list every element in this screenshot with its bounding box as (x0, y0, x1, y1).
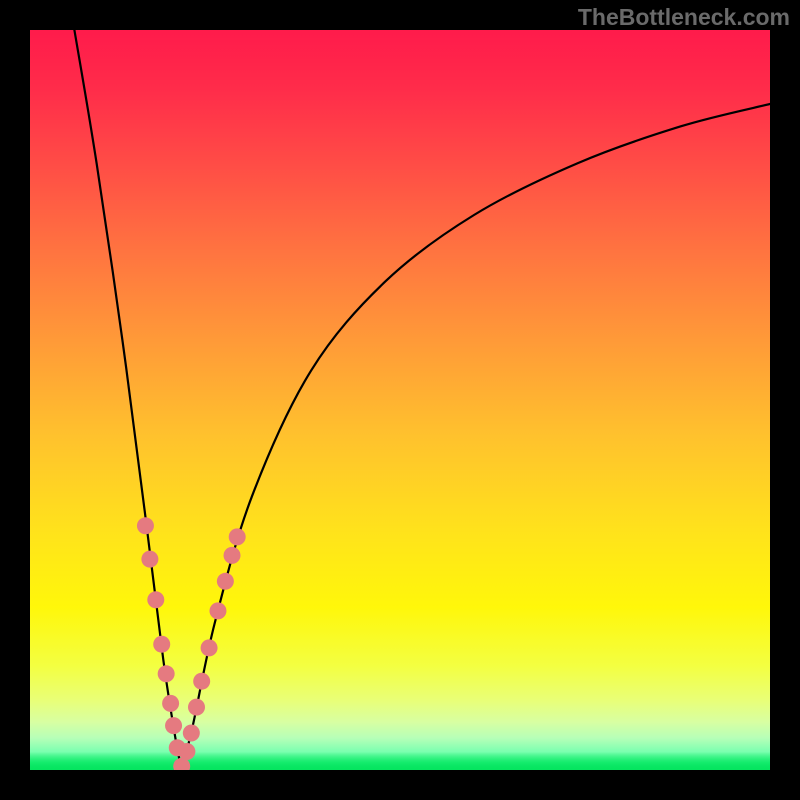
marker-point (165, 717, 182, 734)
marker-point (183, 725, 200, 742)
frame-left (0, 0, 30, 800)
plot-area (30, 30, 770, 770)
frame-bottom (0, 770, 800, 800)
marker-point (193, 673, 210, 690)
curve-right-branch (182, 104, 770, 770)
marker-point (141, 551, 158, 568)
chart-svg (30, 30, 770, 770)
marker-point (178, 743, 195, 760)
marker-point (158, 665, 175, 682)
curve-left-branch (74, 30, 181, 770)
marker-point (224, 547, 241, 564)
marker-point (153, 636, 170, 653)
marker-point (209, 602, 226, 619)
marker-point (201, 639, 218, 656)
marker-point (217, 573, 234, 590)
marker-point (229, 528, 246, 545)
marker-point (162, 695, 179, 712)
frame-right (770, 0, 800, 800)
marker-point (137, 517, 154, 534)
canvas: TheBottleneck.com (0, 0, 800, 800)
marker-point (188, 699, 205, 716)
watermark-text: TheBottleneck.com (578, 4, 790, 31)
marker-point (147, 591, 164, 608)
